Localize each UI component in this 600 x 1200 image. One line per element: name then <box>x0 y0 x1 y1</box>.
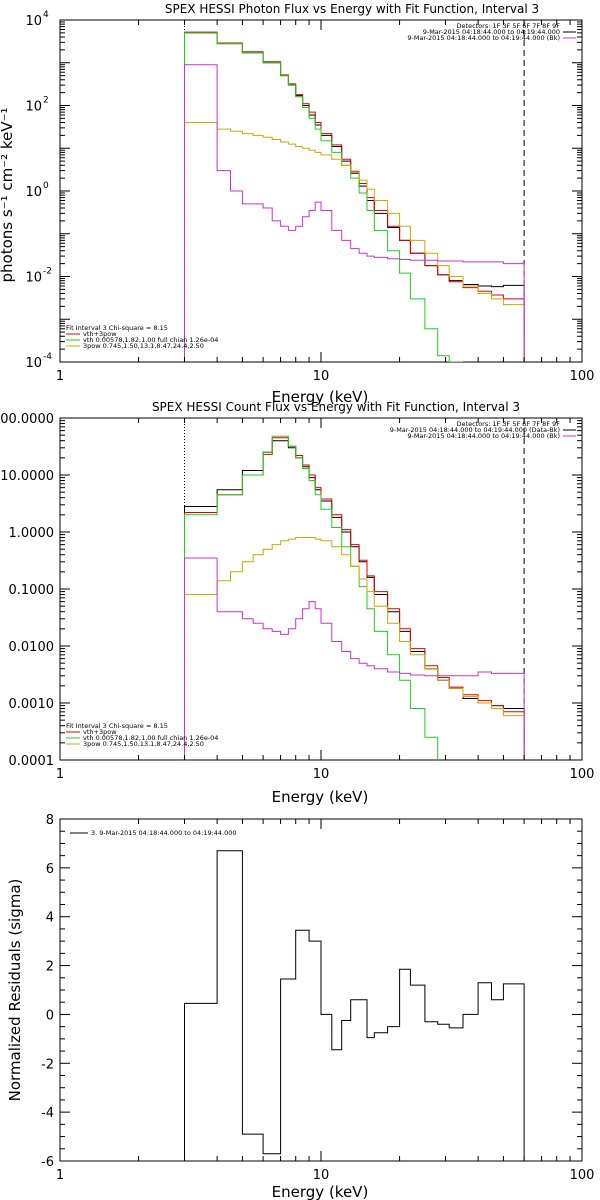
y-tick-label: 10 <box>25 356 42 371</box>
y-tick-label: 10 <box>25 14 42 29</box>
series-line-1-2 <box>184 435 439 760</box>
y-tick-label: 10 <box>25 271 42 286</box>
series-line-1-0 <box>184 440 525 760</box>
photon-flux-xlabel: Energy (keV) <box>272 388 369 406</box>
series-line-2-0 <box>184 850 525 1161</box>
residuals-xlabel: Energy (keV) <box>272 1183 369 1200</box>
series-line-0-3 <box>184 122 525 362</box>
series-line-0-0 <box>184 32 525 362</box>
photon-flux-title: SPEX HESSI Photon Flux vs Energy with Fi… <box>165 2 539 16</box>
residuals-panel: Energy (keV) Normalized Residuals (sigma… <box>6 813 594 1200</box>
legend-bottom-entry: vth+3pow <box>83 330 117 338</box>
y-tick-exponent: -4 <box>43 352 52 362</box>
y-tick-exponent: 4 <box>43 10 49 20</box>
legend-bottom-entry: vth 0.00578,1.82,1.00 full chian 1.26e-0… <box>83 336 218 344</box>
legend-top-entry: 9-Mar-2015 04:18:44.000 to 04:19:44.000 … <box>390 426 560 434</box>
legend-bottom-entry: vth+3pow <box>83 728 117 736</box>
y-tick-label: 0.0001 <box>9 754 55 769</box>
legend-bottom-entry: Fit Interval 3 Chi-square = 8.15 <box>66 722 168 730</box>
x-tick-label: 10 <box>313 369 330 384</box>
y-tick-label: 0 <box>46 1008 54 1023</box>
series-line-0-4 <box>184 64 525 362</box>
y-tick-label: 1.0000 <box>9 526 55 541</box>
y-tick-label: 100.0000 <box>0 412 54 427</box>
legend-top-entry: Detectors: 1F 3F 5F 6F 7F 8F 9F <box>457 22 561 30</box>
legend-bottom-entry: vth 0.00578,1.82,1.00 full chian 1.26e-0… <box>83 734 218 742</box>
count-flux-xlabel: Energy (keV) <box>272 788 369 806</box>
x-tick-label: 100 <box>570 369 595 384</box>
residuals-ylabel: Normalized Residuals (sigma) <box>6 879 24 1102</box>
photon-flux-panel: SPEX HESSI Photon Flux vs Energy with Fi… <box>0 2 594 406</box>
x-tick-label: 10 <box>313 767 330 782</box>
y-tick-label: 10.0000 <box>0 469 54 484</box>
legend-bottom-entry: 3pow 0.745,1.50,13.1,8.47,24.4,2.50 <box>83 342 204 350</box>
x-tick-label: 100 <box>570 1168 595 1183</box>
legend-bottom-entry: 3pow 0.745,1.50,13.1,8.47,24.4,2.50 <box>83 740 204 748</box>
y-tick-label: -2 <box>41 1057 54 1072</box>
legend-top-entry: Detectors: 1F 3F 5F 6F 7F 8F 9F <box>457 420 561 428</box>
series-line-1-3 <box>184 537 525 760</box>
y-tick-exponent: -2 <box>43 267 52 277</box>
y-tick-label: 0.0100 <box>9 640 55 655</box>
y-tick-label: 10 <box>25 185 42 200</box>
x-tick-label: 1 <box>56 767 64 782</box>
y-tick-label: -6 <box>41 1155 54 1170</box>
count-flux-panel: SPEX HESSI Count Flux vs Energy with Fit… <box>0 400 594 806</box>
count-flux-title: SPEX HESSI Count Flux vs Energy with Fit… <box>152 400 520 414</box>
series-line-1-4 <box>184 557 525 760</box>
x-tick-label: 1 <box>56 369 64 384</box>
x-tick-label: 1 <box>56 1168 64 1183</box>
y-tick-label: 4 <box>46 911 54 926</box>
y-tick-exponent: 0 <box>43 181 49 191</box>
legend-top-entry: 9-Mar-2015 04:18:44.000 to 04:19:44.000 … <box>407 432 560 440</box>
photon-flux-frame <box>59 19 583 363</box>
y-tick-label: 0.0010 <box>9 697 55 712</box>
y-tick-label: -4 <box>41 1106 54 1121</box>
y-tick-label: 2 <box>46 960 54 975</box>
x-tick-label: 100 <box>570 767 595 782</box>
legend-bottom-entry: Fit Interval 3 Chi-square = 8.15 <box>66 324 168 332</box>
y-tick-label: 10 <box>25 100 42 115</box>
legend-entry: 3. 9-Mar-2015 04:18:44.000 to 04:19:44.0… <box>91 829 237 837</box>
series-line-0-2 <box>184 32 463 362</box>
x-tick-label: 10 <box>313 1168 330 1183</box>
photon-flux-ylabel: photons s⁻¹ cm⁻² keV⁻¹ <box>0 108 16 283</box>
legend-top-entry: 9-Mar-2015 04:18:44.000 to 04:19:44.000 <box>423 28 560 36</box>
y-tick-label: 8 <box>46 813 54 828</box>
series-line-0-1 <box>184 31 525 362</box>
y-tick-label: 0.1000 <box>9 583 55 598</box>
legend-top-entry: 9-Mar-2015 04:18:44.000 to 04:19:44.000 … <box>407 34 560 42</box>
y-tick-label: 6 <box>46 862 54 877</box>
series-line-1-1 <box>184 437 525 760</box>
y-tick-exponent: 2 <box>43 96 49 106</box>
